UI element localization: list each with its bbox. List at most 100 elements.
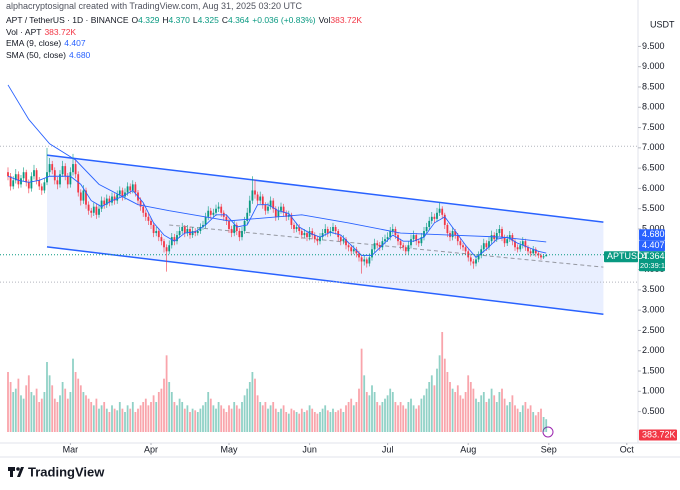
candle-body — [464, 247, 467, 252]
volume-bar — [490, 388, 493, 432]
candle-body — [488, 241, 490, 248]
indicator-value: 383.72K — [44, 26, 77, 37]
volume-bar — [207, 392, 210, 432]
volume-bar — [311, 408, 314, 432]
volume-bar — [352, 405, 355, 432]
candle-body — [347, 245, 350, 248]
volume-bar — [264, 402, 267, 432]
volume-bar — [329, 412, 332, 432]
volume-bar — [410, 398, 412, 432]
volume-bar — [446, 372, 449, 432]
volume-bar — [126, 405, 129, 432]
volume-bar — [503, 398, 506, 432]
candle-body — [43, 182, 46, 191]
candle-body — [48, 164, 51, 173]
volume-bar — [38, 402, 41, 432]
volume-bar — [134, 412, 137, 432]
change: +0.036 (+0.83%) — [252, 15, 316, 25]
candle-body — [147, 216, 150, 221]
candle-body — [399, 241, 402, 246]
volume-bar — [215, 408, 217, 432]
volume-bar — [144, 398, 147, 432]
volume-bar — [124, 412, 126, 432]
volume-bar — [394, 402, 397, 432]
volume-bar — [482, 392, 485, 432]
candle-body — [126, 186, 129, 193]
volume-bar — [248, 382, 251, 432]
candle-body — [121, 190, 124, 197]
candle-body — [220, 206, 223, 213]
volume-bar — [399, 402, 402, 432]
candle-body — [33, 170, 35, 177]
volume-bar — [282, 405, 285, 432]
volume-bar — [22, 398, 25, 432]
candle-body — [506, 239, 509, 244]
volume-bar — [404, 408, 407, 432]
candle-body — [433, 216, 436, 219]
volume-bar — [290, 408, 293, 432]
candle-body — [155, 231, 158, 234]
volume-bar — [116, 410, 119, 432]
candle-body — [540, 255, 542, 258]
volume-bar — [202, 405, 204, 432]
candle-body — [482, 243, 485, 250]
candle-body — [545, 254, 548, 257]
volume-bar — [56, 402, 59, 432]
candle-body — [248, 200, 251, 213]
candle-body — [105, 198, 108, 205]
candle-body — [355, 249, 358, 254]
ohlc-label: L — [192, 15, 198, 25]
candle-body — [38, 180, 41, 187]
volume-bar — [454, 392, 457, 432]
indicator-row: EMA (9, close) 4.407 — [6, 38, 365, 50]
volume-bar — [272, 402, 275, 432]
volume-bar — [238, 408, 241, 432]
volume-bar — [105, 408, 108, 432]
candle-body — [519, 245, 522, 250]
ohlc-value: 4.325 — [197, 15, 219, 25]
channel-line — [46, 246, 604, 315]
candle-body — [410, 239, 412, 246]
volume-bar — [209, 398, 212, 432]
candle-body — [438, 208, 441, 213]
candle-body — [363, 259, 366, 262]
candle-body — [524, 241, 527, 248]
candle-body — [212, 212, 215, 215]
volume-bar — [449, 382, 451, 432]
ema-tag-bg — [639, 240, 665, 252]
candle-body — [261, 196, 264, 205]
volume-bar — [472, 388, 475, 432]
candle-body — [22, 172, 25, 179]
candle-body — [293, 224, 295, 229]
candle-body — [529, 251, 532, 254]
candle-body — [241, 231, 243, 238]
candle-body — [290, 214, 293, 225]
volume-bar — [33, 395, 35, 432]
candle-body — [384, 239, 386, 242]
volume-bar — [186, 405, 189, 432]
candle-body — [209, 210, 212, 215]
volume-bar — [402, 405, 405, 432]
volume-bar — [542, 417, 545, 432]
volume-bar — [326, 410, 329, 432]
indicator-name: Vol · APT — [6, 26, 42, 37]
y-tick-label: 5.500 — [642, 203, 665, 213]
candle-body — [170, 237, 173, 246]
candle-body — [90, 210, 93, 213]
candle-body — [495, 233, 498, 240]
candle-body — [417, 241, 420, 244]
candle-body — [246, 212, 249, 221]
candle-body — [129, 186, 132, 191]
volume-bar — [152, 395, 155, 432]
volume-bar — [441, 332, 444, 432]
volume-bar — [95, 398, 98, 432]
volume-bar — [451, 388, 454, 432]
candle-body — [207, 210, 210, 217]
candle-body — [144, 212, 147, 217]
candle-body — [339, 237, 342, 242]
volume-bar — [376, 402, 379, 432]
candle-body — [521, 241, 524, 246]
event-icon[interactable] — [542, 426, 554, 438]
volume-bar — [69, 392, 72, 432]
volume-label: Vol — [318, 15, 331, 25]
